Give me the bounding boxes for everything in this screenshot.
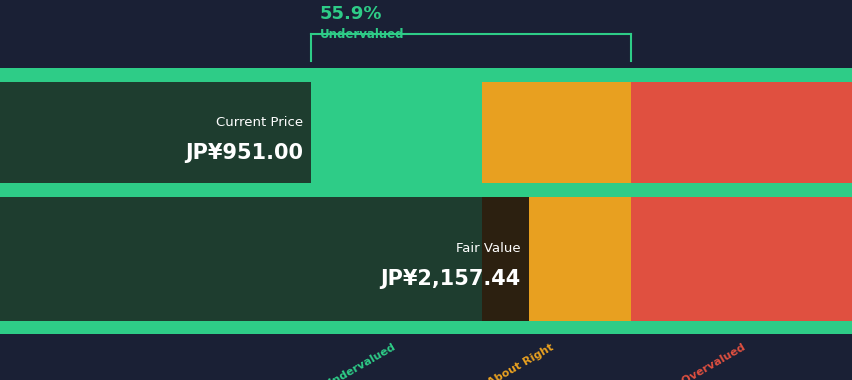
Text: JP¥2,157.44: JP¥2,157.44: [380, 269, 520, 289]
Bar: [630, 68, 852, 334]
Text: Undervalued: Undervalued: [320, 28, 404, 41]
Bar: [0, 321, 852, 334]
Text: 55.9%: 55.9%: [320, 5, 382, 23]
Bar: [0, 197, 481, 321]
Bar: [0, 184, 852, 197]
Bar: [0, 82, 311, 184]
Text: Current Price: Current Price: [216, 116, 302, 129]
Text: About Right: About Right: [485, 342, 555, 380]
Text: JP¥951.00: JP¥951.00: [185, 143, 302, 163]
Text: 20% Overvalued: 20% Overvalued: [653, 342, 746, 380]
Bar: [0, 68, 852, 82]
Bar: [0, 68, 481, 334]
Text: Fair Value: Fair Value: [455, 242, 520, 255]
Text: 20% Undervalued: 20% Undervalued: [296, 342, 397, 380]
Bar: [311, 197, 528, 321]
Bar: [481, 68, 630, 334]
